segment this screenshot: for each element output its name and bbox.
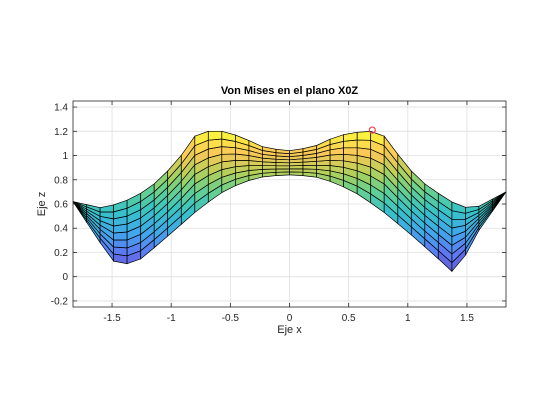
x-tick-label-4: 0.5 [342, 313, 356, 324]
x-tick-label-2: -0.5 [222, 313, 240, 324]
x-tick-label-1: -1 [167, 313, 176, 324]
surface-face-15-2 [275, 165, 290, 170]
surface-face-17-2 [302, 164, 317, 170]
x-tick-label-6: 1.5 [460, 313, 474, 324]
surface-face-13-2 [248, 165, 263, 171]
y-tick-label-2: 0.2 [54, 248, 68, 259]
surface-face-10-7 [207, 130, 223, 141]
y-tick-label-6: 1 [62, 151, 68, 162]
y-tick-label-4: 0.6 [54, 200, 68, 211]
surface-face-12-3 [235, 160, 250, 168]
y-tick-label-0: -0.2 [51, 296, 69, 307]
surface-face-16-1 [289, 168, 304, 173]
surface-face-14-2 [262, 165, 277, 170]
x-tick-label-5: 1 [405, 313, 411, 324]
x-tick-label-3: 0 [287, 313, 293, 324]
surface-face-31-7 [492, 191, 507, 202]
surface-face-19-4 [329, 153, 344, 162]
surface-face-20-5 [343, 147, 358, 156]
surface-face-21-6 [356, 139, 372, 150]
surface-face-3-2 [113, 239, 128, 249]
x-ticks: -1.5 -1 -0.5 0 0.5 1 1.5 [103, 101, 474, 324]
x-axis-label: Eje x [277, 324, 302, 336]
y-ticks: -0.2 0 0.2 0.4 0.6 0.8 1 1.2 1.4 [51, 103, 506, 307]
x-tick-label-0: -1.5 [103, 313, 121, 324]
chart-title: Von Mises en el plano X0Z [221, 85, 359, 97]
y-tick-label-5: 0.8 [54, 175, 68, 186]
surface-face-21-7 [356, 131, 372, 141]
y-tick-label-8: 1.4 [54, 103, 68, 114]
surface-face-11-4 [221, 153, 236, 163]
marker-point [368, 126, 376, 134]
surface [72, 130, 507, 273]
surface-face-15-1 [275, 168, 290, 173]
surface-face-3-1 [113, 246, 128, 257]
y-tick-label-7: 1.2 [54, 127, 68, 138]
y-axis-label: Eje z [36, 192, 48, 216]
y-tick-label-3: 0.4 [54, 224, 68, 235]
marker-layer [368, 126, 376, 134]
y-tick-label-1: 0 [62, 272, 68, 283]
